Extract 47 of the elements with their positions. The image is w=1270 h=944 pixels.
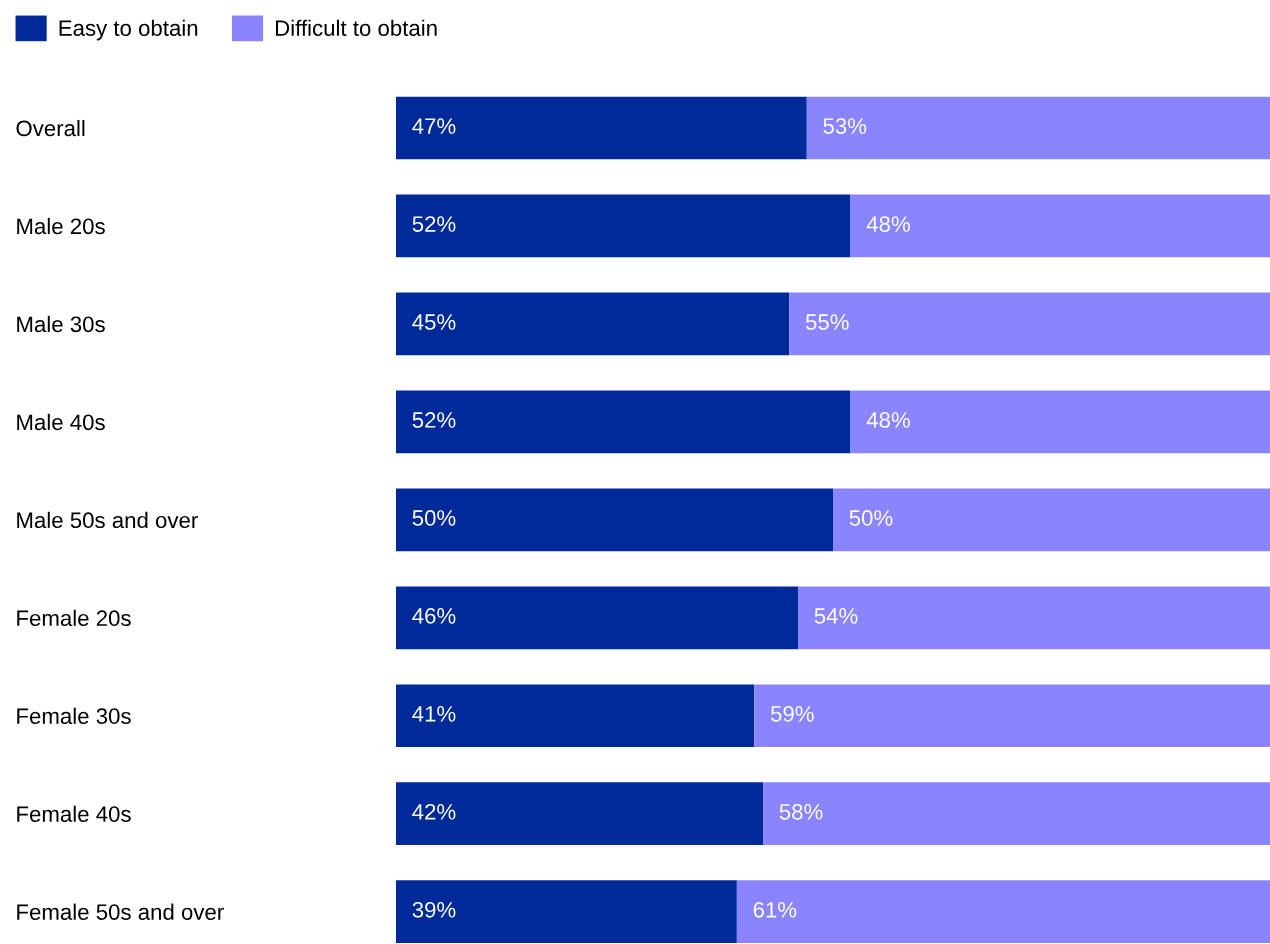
data-label: 50% [849, 510, 893, 526]
data-label: 59% [770, 705, 814, 722]
bar [396, 782, 764, 846]
data-label: 55% [805, 314, 849, 330]
data-label: 45% [412, 314, 456, 330]
y-tick-label: Female 50s and over [17, 903, 224, 920]
bar [789, 292, 1270, 356]
data-label: 58% [779, 803, 823, 820]
bar [396, 684, 755, 748]
y-tick-label: Male 30s [17, 315, 105, 333]
bar [736, 880, 1270, 944]
data-label: 50% [412, 510, 456, 526]
data-label: 42% [412, 803, 456, 820]
bar [396, 194, 851, 258]
bar [798, 586, 1270, 650]
data-label: 48% [866, 412, 910, 428]
bar [763, 782, 1270, 846]
y-tick-label: Male 20s [17, 217, 105, 235]
bar [396, 880, 737, 944]
bar [850, 194, 1270, 258]
bar [833, 488, 1270, 552]
bar [396, 586, 799, 650]
data-label: 46% [412, 608, 456, 624]
legend-label: Difficult to obtain [275, 19, 437, 36]
y-tick-label: Male 40s [17, 413, 105, 431]
bar [396, 292, 790, 356]
bar [806, 96, 1270, 160]
data-label: 54% [814, 608, 858, 624]
legend-label: Easy to obtain [59, 19, 198, 41]
data-label: 39% [412, 901, 456, 918]
data-label: 52% [412, 216, 456, 232]
data-label: 47% [412, 118, 456, 134]
data-label: 52% [412, 412, 456, 428]
bar [850, 390, 1270, 454]
y-tick-label: Female 30s [17, 707, 131, 725]
y-tick-label: Female 40s [17, 805, 131, 822]
data-label: 61% [753, 901, 797, 918]
y-tick-label: Overall [16, 119, 85, 137]
data-label: 53% [823, 118, 867, 134]
bar [396, 488, 833, 552]
data-label: 48% [866, 216, 910, 232]
bar [396, 390, 851, 454]
y-tick-label: Male 50s and over [17, 511, 198, 529]
bar [396, 96, 807, 160]
data-label: 41% [412, 706, 456, 722]
bar [754, 684, 1270, 748]
y-tick-label: Female 20s [17, 609, 131, 627]
